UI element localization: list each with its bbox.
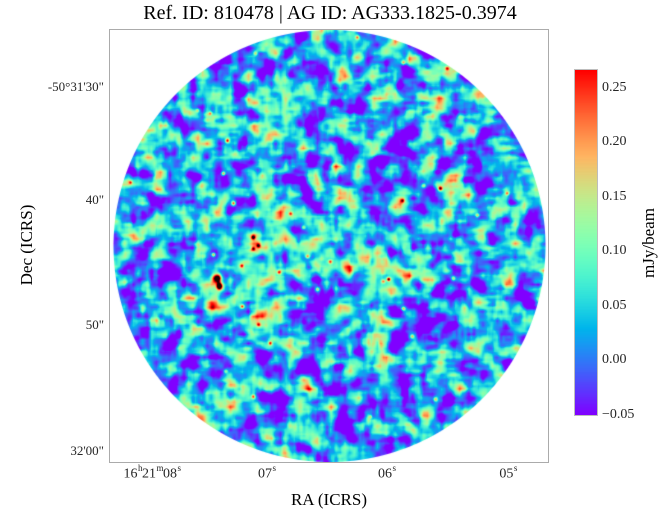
y-tick-label: 40": [85, 192, 104, 208]
colorbar-gradient: [575, 70, 597, 415]
colorbar-tick-label: 0.00: [602, 352, 627, 368]
colorbar-tick-label: 0.15: [602, 188, 627, 204]
colorbar-tick-label: −0.05: [602, 407, 635, 422]
colorbar-tick-label: 0.05: [602, 297, 627, 313]
x-tick-label: 05s: [499, 463, 518, 482]
colorbar-tick-label: 0.25: [602, 79, 627, 95]
x-tick-label: 07s: [258, 463, 277, 482]
sky-map-image: [110, 30, 548, 462]
x-tick-label: 06s: [378, 463, 397, 482]
y-tick-label: 32'00": [70, 442, 104, 458]
colorbar-tick-label: 0.10: [602, 243, 627, 259]
x-tick-label: 16h21m08s: [123, 463, 182, 482]
y-axis-label: Dec (ICRS): [17, 204, 36, 286]
y-tick-label: -50°31'30": [47, 79, 104, 95]
colorbar-tick-label: 0.20: [602, 134, 627, 150]
colorbar: [574, 69, 598, 416]
colorbar-label: mJy/beam: [639, 208, 658, 278]
plot-title: Ref. ID: 810478 | AG ID: AG333.1825-0.39…: [143, 2, 517, 24]
plot-axes: [109, 29, 549, 463]
y-tick-label: 50": [85, 317, 104, 333]
x-axis-label: RA (ICRS): [290, 490, 368, 509]
